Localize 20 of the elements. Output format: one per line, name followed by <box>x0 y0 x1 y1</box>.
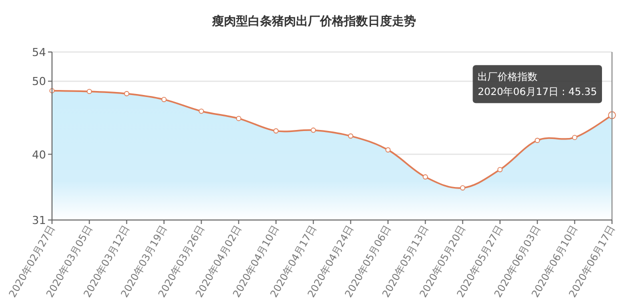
chart-title: 瘦肉型白条猪肉出厂价格指数日度走势 <box>211 14 416 28</box>
point <box>198 108 204 114</box>
point <box>161 96 167 102</box>
point <box>310 128 316 133</box>
y-tick-label: 31 <box>32 214 46 227</box>
y-tick-label: 54 <box>32 46 46 59</box>
point <box>422 174 428 180</box>
point <box>497 167 503 172</box>
y-tick-label: 40 <box>32 148 46 162</box>
annotation: 出厂价格指数 2020年06月17日 : 45.35 <box>478 71 597 98</box>
point <box>572 134 578 140</box>
point <box>236 116 242 122</box>
point <box>348 133 354 139</box>
point <box>273 128 279 134</box>
point <box>385 147 391 152</box>
point <box>86 88 92 94</box>
point <box>534 138 540 143</box>
y-tick-label: 50 <box>32 75 46 88</box>
point <box>460 185 466 190</box>
point <box>124 91 130 96</box>
